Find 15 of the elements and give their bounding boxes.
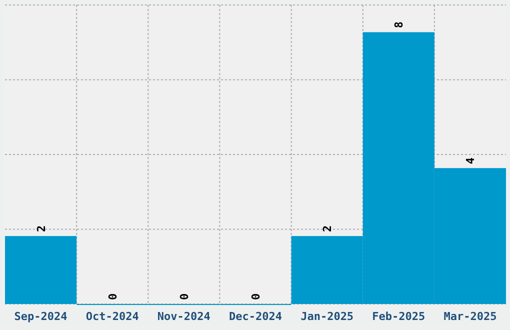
data-label: 2 bbox=[34, 225, 48, 232]
bar bbox=[5, 236, 77, 304]
x-tick-label: Jan-2025 bbox=[300, 310, 354, 323]
x-tick-label: Sep-2024 bbox=[14, 310, 68, 323]
data-label: 2 bbox=[321, 225, 334, 232]
data-label: 0 bbox=[178, 293, 191, 300]
data-label: 0 bbox=[250, 293, 262, 300]
data-label: 0 bbox=[106, 293, 120, 300]
data-label: 4 bbox=[464, 157, 478, 164]
x-tick-label: Mar-2025 bbox=[444, 310, 497, 323]
x-tick-label: Feb-2025 bbox=[372, 310, 426, 323]
data-label: 8 bbox=[392, 22, 406, 28]
x-tick-label: Oct-2024 bbox=[86, 310, 140, 323]
x-tick-label: Nov-2024 bbox=[157, 310, 211, 323]
x-tick-label: Dec-2024 bbox=[229, 310, 282, 323]
